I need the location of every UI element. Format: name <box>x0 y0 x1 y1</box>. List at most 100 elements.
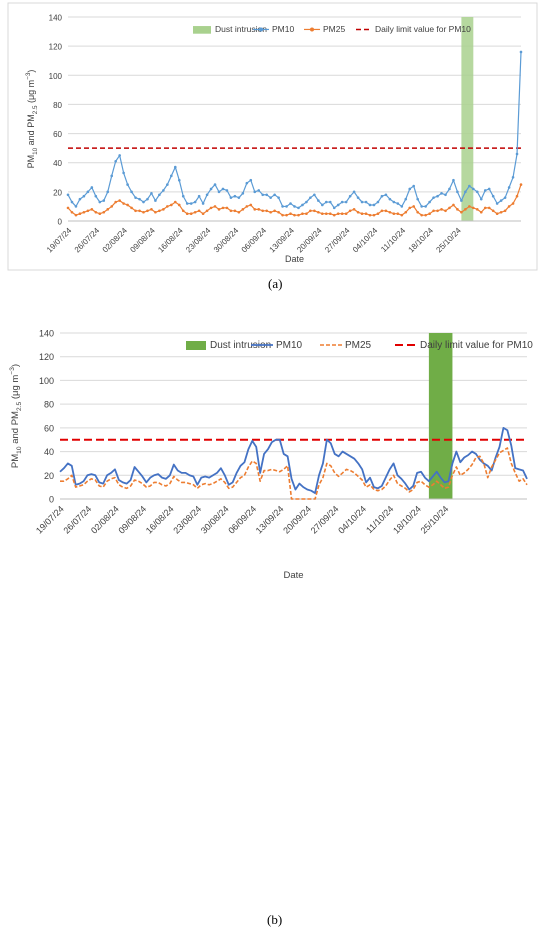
chart-b-x-tick-label: 23/08/24 <box>171 504 203 536</box>
chart-a-point-pm25 <box>90 208 94 211</box>
chart-a-point-pm25 <box>408 206 412 210</box>
chart-a-legend-marker-pm10 <box>259 27 263 32</box>
chart-b-x-tick-label: 02/08/24 <box>89 504 121 536</box>
chart-a-x-tick-label: 09/08/24 <box>128 226 157 255</box>
chart-a-point-pm25 <box>237 210 241 214</box>
chart-a-x-tick-label: 25/10/24 <box>434 226 463 255</box>
chart-a-point-pm25 <box>392 212 396 216</box>
chart-a-x-tick-label: 06/09/24 <box>240 226 269 255</box>
chart-a-point-pm25 <box>126 203 129 207</box>
chart-a-point-pm10 <box>491 194 495 198</box>
chart-b-legend-label: Daily limit value for PM10 <box>420 340 533 351</box>
chart-a-point-pm25 <box>416 210 419 214</box>
chart-a-point-pm10 <box>456 190 459 194</box>
chart-a-point-pm25 <box>253 208 257 211</box>
chart-a-point-pm10 <box>193 200 197 204</box>
chart-a-point-pm25 <box>479 210 483 214</box>
chart-a-point-pm10 <box>420 205 423 208</box>
chart-a-point-pm25 <box>217 208 221 211</box>
chart-b-x-tick-label: 19/07/24 <box>34 504 66 536</box>
chart-a-point-pm10 <box>448 187 451 191</box>
chart-a-dust-intrusion-band <box>461 17 474 221</box>
chart-a-point-pm25 <box>444 209 447 213</box>
chart-a-x-tick-label: 30/08/24 <box>212 226 241 255</box>
chart-a-point-pm10 <box>126 183 129 186</box>
chart-a-point-pm10 <box>241 192 245 195</box>
panel-label-a: (a) <box>268 276 283 291</box>
chart-a-x-tick-label: 26/07/24 <box>73 226 102 255</box>
chart-a-point-pm10 <box>253 190 257 194</box>
chart-a-point-pm25 <box>98 212 102 216</box>
chart-a-point-pm10 <box>281 205 284 208</box>
chart-a-point-pm25 <box>301 212 304 216</box>
chart-a-point-pm10 <box>305 200 308 204</box>
chart-a-point-pm10 <box>233 194 237 198</box>
chart-a-point-pm25 <box>166 205 169 208</box>
chart-b-y-tick-label: 140 <box>39 329 54 339</box>
chart-a-y-tick-label: 60 <box>53 130 62 139</box>
chart-a-point-pm10 <box>503 196 507 199</box>
chart-a-point-pm10 <box>142 200 145 204</box>
chart-b-x-tick-label: 18/10/24 <box>391 504 423 536</box>
chart-a-point-pm25 <box>321 212 324 216</box>
chart-a-point-pm10 <box>392 200 396 204</box>
chart-a-point-pm25 <box>511 202 515 205</box>
chart-a-point-pm10 <box>166 183 169 186</box>
chart-a-point-pm10 <box>408 187 412 191</box>
chart-a-point-pm25 <box>225 206 229 210</box>
chart-a-point-pm25 <box>146 209 149 213</box>
chart-a-point-pm10 <box>106 190 110 194</box>
chart-a-point-pm25 <box>189 212 193 216</box>
chart-a-point-pm10 <box>440 192 443 195</box>
chart-a-point-pm10 <box>468 184 471 188</box>
chart-a-point-pm10 <box>487 187 491 191</box>
chart-a-point-pm10 <box>78 197 82 201</box>
chart-a-point-pm25 <box>440 208 443 211</box>
chart-a-point-pm25 <box>249 203 253 207</box>
chart-a-x-tick-label: 27/09/24 <box>323 226 352 255</box>
chart-a-point-pm25 <box>384 209 388 213</box>
chart-a-point-pm25 <box>436 209 439 213</box>
chart-a-point-pm10 <box>114 159 117 163</box>
chart-a-point-pm10 <box>173 165 177 169</box>
chart-a-point-pm10 <box>66 193 70 197</box>
chart-a-point-pm10 <box>297 206 300 210</box>
chart-a-point-pm10 <box>495 202 499 205</box>
chart-a-point-pm10 <box>336 203 340 207</box>
chart-b-y-tick-label: 20 <box>44 471 54 481</box>
chart-a-point-pm10 <box>424 205 427 208</box>
chart-a-point-pm10 <box>360 200 364 204</box>
chart-a-point-pm10 <box>388 197 392 201</box>
chart-a-point-pm25 <box>448 206 451 210</box>
chart-a-point-pm25 <box>380 209 384 213</box>
chart-a-point-pm10 <box>229 196 233 199</box>
chart-a-point-pm10 <box>245 181 249 185</box>
chart-a-point-pm25 <box>360 212 364 216</box>
chart-a-point-pm25 <box>181 209 185 213</box>
chart-a-point-pm10 <box>328 200 332 204</box>
chart-a-point-pm10 <box>285 205 288 208</box>
chart-a-point-pm25 <box>106 208 110 211</box>
chart-a-point-pm25 <box>142 210 145 214</box>
chart-a-point-pm10 <box>177 178 181 182</box>
chart-a-x-tick-label: 02/08/24 <box>101 226 130 255</box>
chart-a-point-pm10 <box>289 202 292 205</box>
chart-a-point-pm10 <box>225 189 229 192</box>
chart-a-point-pm25 <box>464 208 467 211</box>
chart-a-point-pm10 <box>499 199 503 202</box>
chart-a-legend-label: Dust intrusion <box>215 24 267 34</box>
chart-a-point-pm25 <box>507 205 511 208</box>
chart-a-point-pm25 <box>456 208 459 211</box>
chart-a-point-pm25 <box>491 209 495 213</box>
chart-a-point-pm10 <box>74 205 78 208</box>
chart-a-point-pm25 <box>269 210 272 214</box>
chart-b-x-tick-label: 26/07/24 <box>61 504 93 536</box>
chart-a-point-pm25 <box>368 213 372 217</box>
chart-a-point-pm10 <box>472 187 475 191</box>
chart-a-point-pm25 <box>110 205 114 208</box>
chart-a-point-pm10 <box>130 190 133 194</box>
chart-a-point-pm25 <box>404 210 408 214</box>
chart-a-y-axis-label: PM10 and PM2.5 (μg m−3) <box>25 70 39 169</box>
chart-a-point-pm25 <box>309 209 312 213</box>
chart-a-point-pm25 <box>197 209 201 213</box>
